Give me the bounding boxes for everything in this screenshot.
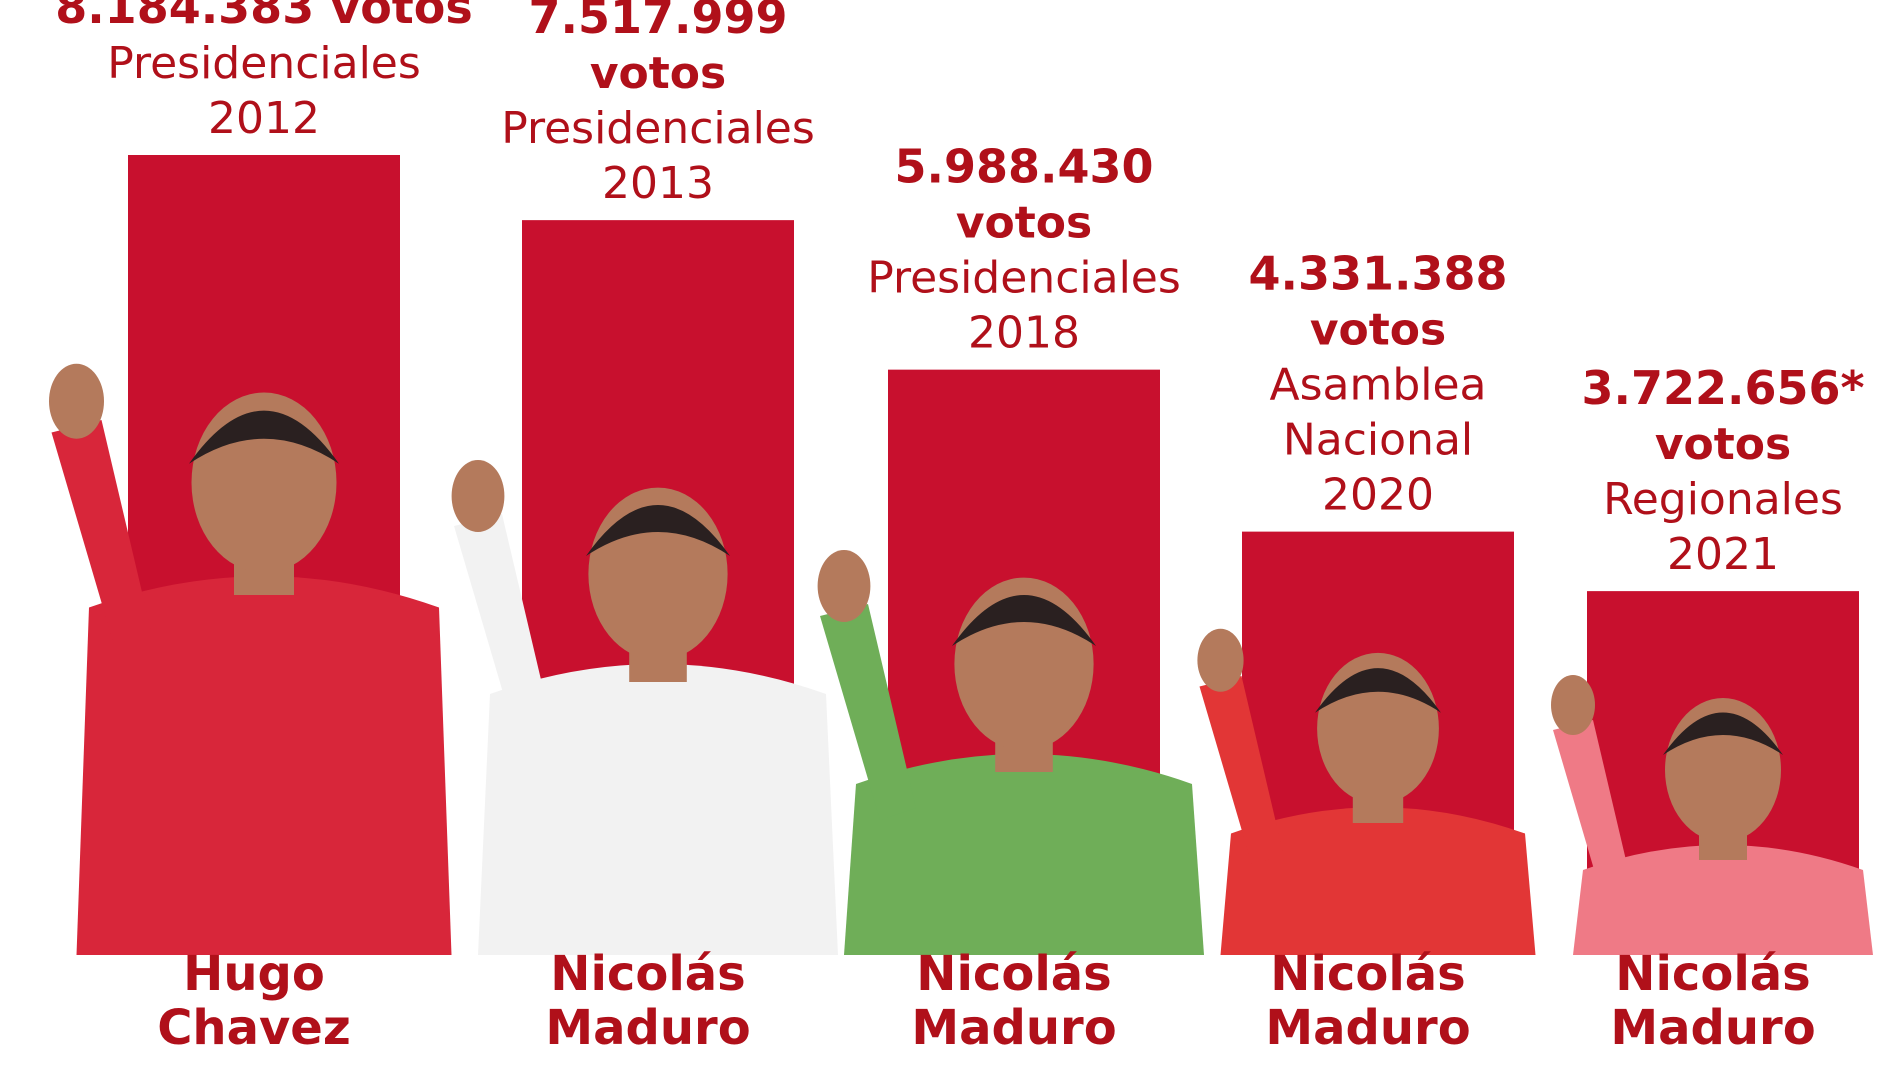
nicolas-maduro-photo-5-hand [1551, 675, 1595, 735]
category-label-2-line-2: Maduro [545, 1000, 750, 1056]
nicolas-maduro-photo-2-arm [454, 514, 550, 730]
data-label-5-line-2: votos [1655, 419, 1791, 470]
hugo-chavez-photo-1-torso [76, 576, 452, 955]
category-label-2-line-1: Nicolás [550, 946, 745, 1002]
election-label-5-line-1: Regionales [1603, 474, 1843, 525]
category-label-5-line-1: Nicolás [1615, 946, 1810, 1002]
category-label-1-line-2: Chavez [157, 1000, 351, 1056]
category-label-1-line-1: Hugo [183, 946, 325, 1002]
nicolas-maduro-photo-3-torso [844, 754, 1204, 955]
hugo-chavez-photo-1-hair [189, 410, 339, 464]
nicolas-maduro-photo-4-hair [1315, 668, 1441, 713]
nicolas-maduro-photo-4-arm [1199, 676, 1284, 865]
election-label-4-line-3: 2020 [1322, 470, 1434, 521]
election-label-2-line-2: 2013 [602, 158, 714, 209]
election-label-1-line-1: Presidenciales [107, 38, 421, 89]
data-label-3-line-1: 5.988.430 [895, 140, 1154, 194]
election-label-4-line-2: Nacional [1283, 415, 1473, 466]
nicolas-maduro-photo-5-hair [1663, 712, 1783, 755]
data-label-1-line-1: 8.184.383 votos [55, 0, 473, 34]
hugo-chavez-photo-1-hand [49, 363, 104, 439]
hugo-chavez-photo-1 [49, 363, 452, 955]
nicolas-maduro-photo-2-torso [478, 664, 838, 955]
nicolas-maduro-photo-5 [1551, 675, 1873, 955]
election-label-1-line-2: 2012 [208, 93, 320, 144]
nicolas-maduro-photo-5-arm [1553, 720, 1633, 900]
hugo-chavez-photo-1-arm [51, 420, 152, 645]
category-label-3-line-2: Maduro [911, 1000, 1116, 1056]
category-label-4-line-2: Maduro [1265, 1000, 1470, 1056]
nicolas-maduro-photo-4 [1197, 628, 1536, 955]
nicolas-maduro-photo-4-hand [1197, 628, 1244, 692]
nicolas-maduro-photo-3-hand [817, 550, 871, 622]
nicolas-maduro-photo-5-torso [1573, 845, 1873, 955]
photos-layer [49, 363, 1873, 955]
election-label-2-line-1: Presidenciales [501, 103, 815, 154]
data-label-2-line-1: 7.517.999 [529, 0, 788, 44]
nicolas-maduro-photo-3-arm [820, 604, 916, 820]
nicolas-maduro-photo-4-torso [1220, 807, 1536, 955]
category-label-5-line-2: Maduro [1610, 1000, 1815, 1056]
labels-layer: 8.184.383 votosPresidenciales2012HugoCha… [55, 0, 1864, 1056]
data-label-3-line-2: votos [956, 198, 1092, 249]
election-label-3-line-2: 2018 [968, 308, 1080, 359]
nicolas-maduro-photo-3 [817, 550, 1204, 955]
election-label-4-line-1: Asamblea [1269, 360, 1486, 411]
nicolas-maduro-photo-2-hair [586, 505, 730, 556]
category-label-4-line-1: Nicolás [1270, 946, 1465, 1002]
nicolas-maduro-photo-3-hair [952, 595, 1096, 646]
nicolas-maduro-photo-2 [451, 460, 838, 955]
election-label-3-line-1: Presidenciales [867, 253, 1181, 304]
data-label-4-line-1: 4.331.388 [1249, 247, 1508, 301]
data-label-5-line-1: 3.722.656* [1581, 361, 1864, 415]
nicolas-maduro-photo-2-hand [451, 460, 505, 532]
data-label-4-line-2: votos [1310, 305, 1446, 356]
data-label-2-line-2: votos [590, 48, 726, 99]
election-label-5-line-2: 2021 [1667, 529, 1779, 580]
category-label-3-line-1: Nicolás [916, 946, 1111, 1002]
